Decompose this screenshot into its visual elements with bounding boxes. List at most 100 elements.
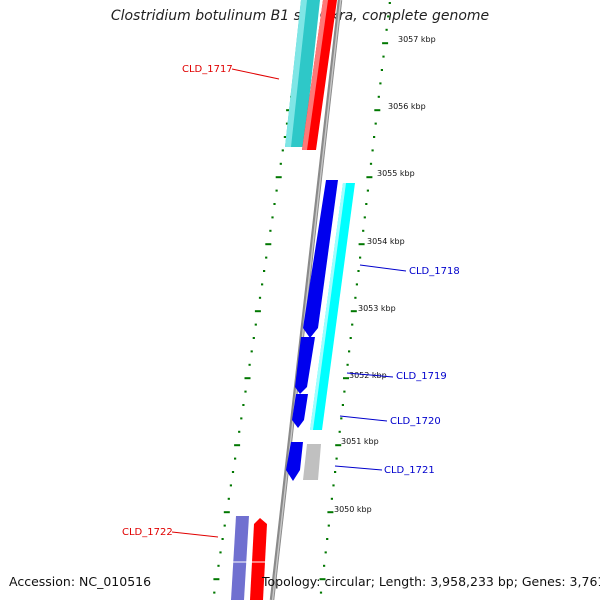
tick-mark-major bbox=[234, 444, 241, 447]
tick-mark-major bbox=[374, 109, 381, 112]
tick-mark-minor bbox=[366, 189, 369, 192]
tick-mark-minor bbox=[323, 564, 326, 567]
tick-mark-minor bbox=[346, 363, 349, 366]
tick-mark-minor bbox=[283, 136, 286, 138]
tick-mark-minor bbox=[238, 430, 241, 433]
gene-label-cld-1722: CLD_1722 bbox=[122, 527, 173, 538]
tick-label-3054: 3054 kbp bbox=[367, 237, 405, 246]
tick-mark-minor bbox=[355, 283, 358, 286]
tick-mark-major bbox=[213, 578, 220, 581]
tick-mark-minor bbox=[380, 69, 383, 71]
tick-mark-minor bbox=[359, 256, 362, 259]
gene-feature-highlight bbox=[310, 183, 346, 430]
tick-mark-minor bbox=[324, 551, 327, 554]
tick-mark-minor bbox=[348, 350, 351, 353]
leader-cld-1720 bbox=[339, 415, 388, 422]
tick-mark-minor bbox=[250, 350, 253, 353]
tick-mark-minor bbox=[254, 323, 257, 326]
leader-cld-1718 bbox=[359, 264, 407, 272]
tick-mark-minor bbox=[263, 270, 266, 272]
tick-mark-minor bbox=[354, 296, 357, 299]
tick-mark-minor bbox=[221, 538, 224, 540]
tick-mark-minor bbox=[373, 136, 376, 138]
tick-mark-major bbox=[335, 444, 342, 447]
tick-mark-major bbox=[358, 243, 365, 246]
gene-feature-cld-1722 bbox=[231, 516, 249, 600]
tick-mark-minor bbox=[369, 162, 373, 165]
tick-mark-major bbox=[275, 176, 282, 179]
gene-label-cld-1720: CLD_1720 bbox=[390, 416, 441, 427]
tick-mark-minor bbox=[229, 484, 232, 487]
accession-text: Accession: NC_010516 bbox=[9, 574, 152, 589]
gene-label-cld-1717: CLD_1717 bbox=[182, 64, 233, 75]
tick-mark-minor bbox=[244, 390, 247, 393]
tick-mark-minor bbox=[330, 497, 333, 500]
tick-mark-minor bbox=[338, 430, 341, 433]
tick-mark-minor bbox=[340, 417, 343, 420]
tick-mark-minor bbox=[387, 15, 390, 18]
tick-mark-major bbox=[382, 42, 389, 45]
tick-mark-minor bbox=[275, 189, 278, 192]
tick-mark-minor bbox=[334, 471, 337, 473]
tick-mark-minor bbox=[357, 270, 360, 272]
tick-label-3052: 3052 kbp bbox=[349, 371, 387, 380]
tick-label-3055: 3055 kbp bbox=[377, 169, 415, 178]
tick-mark-major bbox=[343, 377, 349, 380]
tick-mark-minor bbox=[271, 216, 274, 219]
tick-label-3050: 3050 kbp bbox=[334, 505, 372, 514]
tick-mark-minor bbox=[382, 55, 385, 58]
cds-feature-cld-1721 bbox=[286, 442, 303, 481]
tick-mark-minor bbox=[327, 524, 330, 527]
tick-mark-minor bbox=[281, 149, 284, 152]
backbone-highlight bbox=[271, 0, 342, 600]
tick-mark-major bbox=[366, 176, 373, 179]
tick-mark-major bbox=[327, 511, 334, 514]
gene-label-cld-1721: CLD_1721 bbox=[384, 465, 435, 476]
tick-mark-minor bbox=[326, 538, 329, 540]
tick-label-3051: 3051 kbp bbox=[341, 437, 379, 446]
tick-mark-minor bbox=[371, 149, 374, 152]
pseudo-feature-cld-1721 bbox=[303, 444, 321, 480]
tick-mark-minor bbox=[285, 122, 289, 125]
tick-mark-minor bbox=[261, 283, 264, 286]
leader-cld-1721 bbox=[334, 465, 383, 471]
leader-cld-1717 bbox=[231, 68, 280, 80]
tick-mark-minor bbox=[252, 337, 255, 339]
tick-mark-minor bbox=[351, 323, 354, 326]
tick-mark-major bbox=[350, 310, 357, 313]
tick-mark-minor bbox=[385, 28, 388, 31]
tick-mark-minor bbox=[377, 95, 380, 98]
tick-mark-minor bbox=[319, 591, 323, 594]
cds-feature-cld-1720 bbox=[292, 394, 308, 428]
cds-feature-cld-1719 bbox=[295, 337, 315, 394]
tick-mark-minor bbox=[332, 484, 335, 487]
tick-mark-minor bbox=[343, 390, 346, 393]
tick-mark-minor bbox=[242, 404, 245, 406]
cds-feature-highlight bbox=[302, 0, 328, 150]
tick-mark-minor bbox=[349, 337, 352, 339]
tick-mark-major bbox=[223, 511, 230, 514]
tick-mark-major bbox=[265, 243, 272, 246]
tick-mark-minor bbox=[248, 363, 251, 366]
tick-mark-minor bbox=[388, 2, 391, 4]
tick-mark-minor bbox=[213, 591, 216, 594]
tick-label-3057: 3057 kbp bbox=[398, 35, 436, 44]
tick-mark-minor bbox=[363, 216, 366, 219]
tick-mark-major bbox=[319, 578, 326, 581]
tick-mark-minor bbox=[217, 564, 220, 567]
cds-feature-cld-1722 bbox=[250, 518, 267, 600]
tick-mark-minor bbox=[335, 457, 338, 460]
topology-text: Topology: circular; Length: 3,958,233 bp… bbox=[262, 574, 600, 589]
tick-mark-minor bbox=[341, 404, 344, 406]
tick-mark-minor bbox=[279, 162, 282, 165]
tick-mark-minor bbox=[362, 229, 365, 232]
tick-mark-minor bbox=[231, 471, 235, 473]
tick-mark-minor bbox=[234, 457, 237, 460]
tick-mark-minor bbox=[269, 229, 272, 232]
tick-mark-minor bbox=[365, 203, 368, 205]
gene-label-cld-1719: CLD_1719 bbox=[396, 371, 447, 382]
tick-mark-minor bbox=[273, 203, 276, 205]
tick-mark-minor bbox=[223, 524, 226, 527]
